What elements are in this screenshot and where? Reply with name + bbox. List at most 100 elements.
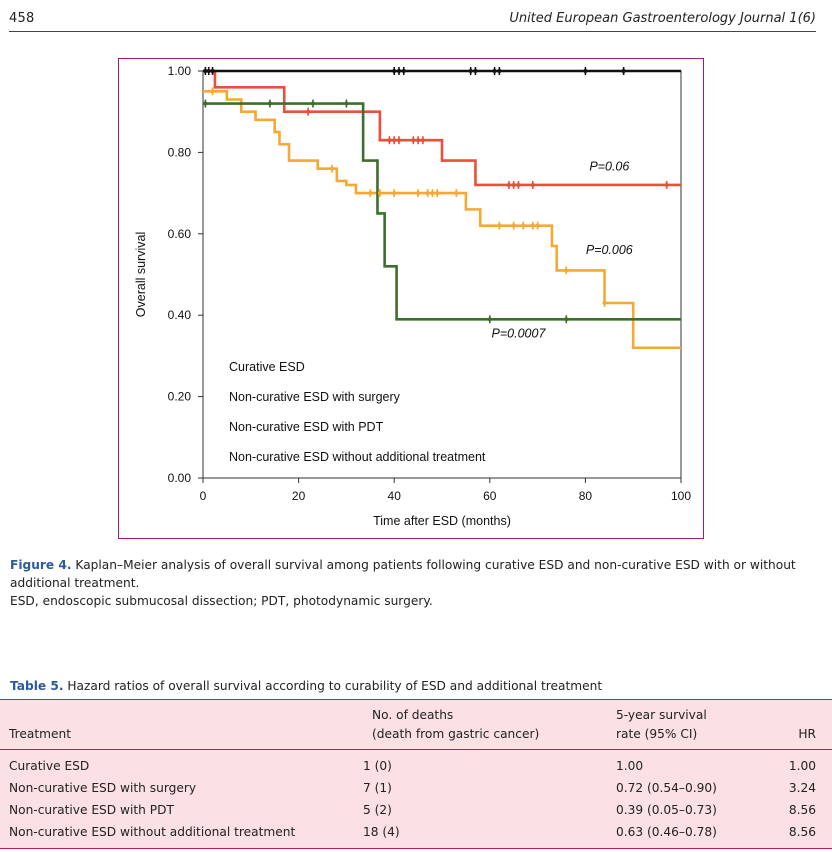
censor-dot <box>530 182 535 187</box>
cell-hr: 8.56 <box>788 803 816 817</box>
censor-dot <box>306 109 311 114</box>
figure-label: Figure 4. <box>10 558 72 572</box>
censor-dot <box>473 69 478 73</box>
survival-curve-3 <box>203 90 681 350</box>
figure-abbreviation-note: ESD, endoscopic submucosal dissection; P… <box>10 594 433 608</box>
page-number: 458 <box>9 11 35 26</box>
x-axis-label: Time after ESD (months) <box>373 514 511 528</box>
km-chart: 0.00 0.20 0.40 0.60 0.80 1.00 0 20 40 60 80 100 Time… <box>134 64 691 528</box>
censor-dot <box>416 191 421 196</box>
censor-dot <box>664 182 669 187</box>
cell-treatment: Non-curative ESD without additional trea… <box>9 825 296 839</box>
censor-dot <box>468 69 473 73</box>
censor-dot <box>497 69 502 73</box>
x-tick-label: 40 <box>388 489 402 503</box>
legend-entry: Non-curative ESD with surgery <box>229 390 401 404</box>
table-row: Non-curative ESD with surgery 7 (1) 0.72… <box>0 778 832 800</box>
header-survival-line1: 5-year survival <box>616 708 707 722</box>
p-value-annotation: P=0.006 <box>586 243 633 257</box>
table-title: Table 5. Hazard ratios of overall surviv… <box>10 679 602 693</box>
header-survival-line2: rate (95% CI) <box>616 727 698 741</box>
censor-dot <box>203 101 208 106</box>
censor-dot <box>430 191 435 196</box>
table-header: Treatment No. of deaths (death from gast… <box>0 700 832 750</box>
censor-dot <box>602 300 607 305</box>
cell-deaths: 18 (4) <box>363 825 400 839</box>
legend-entry: Non-curative ESD with PDT <box>229 420 384 434</box>
censor-dot <box>392 69 397 73</box>
censor-dot <box>392 138 397 143</box>
censor-dot <box>497 223 502 228</box>
censor-dot <box>564 317 569 322</box>
censor-dot <box>411 138 416 143</box>
cell-survival: 0.72 (0.54–0.90) <box>616 781 717 795</box>
survival-curve-2 <box>203 102 681 321</box>
y-axis-label: Overall survival <box>134 232 148 317</box>
x-tick-label: 80 <box>579 489 593 503</box>
censor-dot <box>377 191 382 196</box>
censor-dot <box>506 182 511 187</box>
censor-dot <box>420 138 425 143</box>
censor-dot <box>210 69 215 73</box>
figure-caption-text: Kaplan–Meier analysis of overall surviva… <box>10 558 796 590</box>
y-tick-label: 0.60 <box>168 227 192 241</box>
journal-title: United European Gastroenterology Journal… <box>509 11 816 26</box>
y-tick-label: 0.40 <box>168 308 192 322</box>
censor-dot <box>583 69 588 73</box>
hazard-ratio-table: Treatment No. of deaths (death from gast… <box>0 699 832 849</box>
x-tick-label: 60 <box>483 489 497 503</box>
header-deaths-line1: No. of deaths <box>372 708 454 722</box>
censor-dot <box>267 101 272 106</box>
cell-deaths: 1 (0) <box>363 759 392 773</box>
y-tick-label: 0.20 <box>168 390 192 404</box>
censor-dot <box>396 138 401 143</box>
censor-dot <box>535 223 540 228</box>
censor-dot <box>521 223 526 228</box>
censor-dot <box>511 223 516 228</box>
censor-dot <box>368 191 373 196</box>
cell-survival: 1.00 <box>616 759 644 773</box>
legend-entry: Curative ESD <box>229 360 305 374</box>
censor-dot <box>454 191 459 196</box>
y-tick-label: 0.80 <box>168 145 192 159</box>
header-hr: HR <box>798 727 816 741</box>
censor-dot <box>487 317 492 322</box>
figure-frame: 0.00 0.20 0.40 0.60 0.80 1.00 0 20 40 60 80 100 Time… <box>118 58 704 539</box>
x-tick-label: 0 <box>200 489 207 503</box>
table-label: Table 5. <box>10 679 64 693</box>
censor-dot <box>492 69 497 73</box>
censor-dot <box>425 191 430 196</box>
cell-deaths: 5 (2) <box>363 803 392 817</box>
censor-dot <box>396 69 401 73</box>
figure-caption: Figure 4. Kaplan–Meier analysis of overa… <box>10 556 816 610</box>
censor-dot <box>310 101 315 106</box>
cell-deaths: 7 (1) <box>363 781 392 795</box>
cell-hr: 1.00 <box>788 759 816 773</box>
censor-dot <box>435 191 440 196</box>
header-treatment: Treatment <box>9 727 72 741</box>
censor-dot <box>530 223 535 228</box>
survival-curve-1 <box>203 69 681 187</box>
censor-dot <box>210 89 215 94</box>
y-tick-label: 0.00 <box>168 471 192 485</box>
censor-dot <box>401 69 406 73</box>
p-value-annotation: P=0.0007 <box>492 327 547 341</box>
cell-hr: 8.56 <box>788 825 816 839</box>
legend-entry: Non-curative ESD without additional trea… <box>229 450 486 464</box>
censor-dot <box>203 69 208 73</box>
censor-dot <box>516 182 521 187</box>
x-tick-label: 100 <box>671 489 691 503</box>
table-row: Non-curative ESD with PDT 5 (2) 0.39 (0.… <box>0 800 832 822</box>
header-deaths-line2: (death from gastric cancer) <box>372 727 540 741</box>
x-tick-label: 20 <box>292 489 306 503</box>
censor-dot <box>392 191 397 196</box>
censor-dot <box>387 138 392 143</box>
cell-survival: 0.39 (0.05–0.73) <box>616 803 717 817</box>
table-row: Non-curative ESD without additional trea… <box>0 822 832 844</box>
censor-dot <box>621 69 626 73</box>
cell-survival: 0.63 (0.46–0.78) <box>616 825 717 839</box>
censor-dot <box>344 101 349 106</box>
cell-treatment: Non-curative ESD with surgery <box>9 781 197 795</box>
cell-treatment: Non-curative ESD with PDT <box>9 803 174 817</box>
cell-hr: 3.24 <box>788 781 816 795</box>
